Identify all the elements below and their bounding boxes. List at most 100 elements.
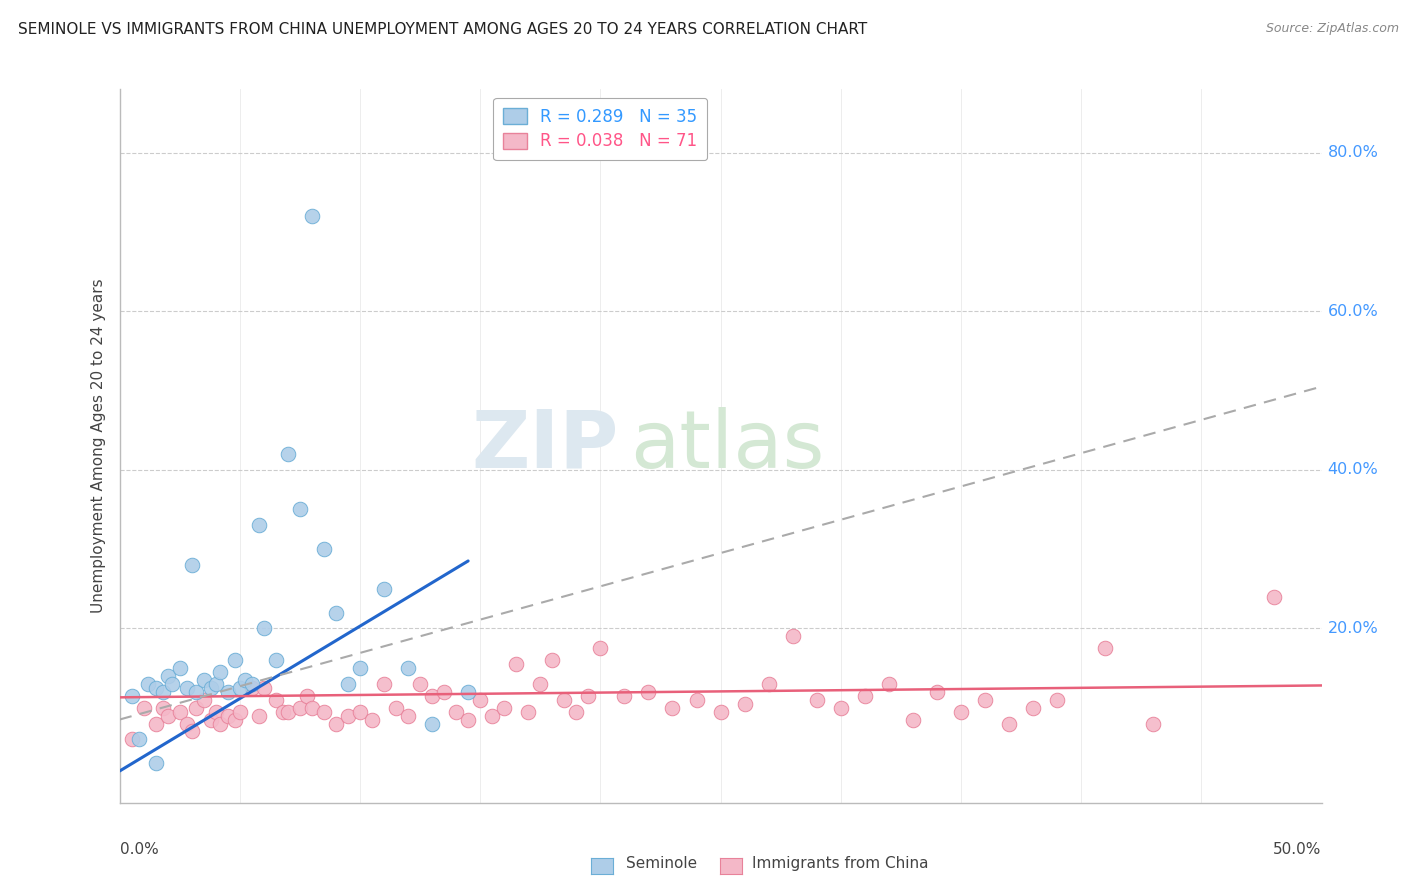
Text: 40.0%: 40.0%	[1327, 462, 1378, 477]
Point	[145, 756, 167, 771]
Point	[288, 700, 311, 714]
Point	[457, 713, 479, 727]
Point	[138, 677, 160, 691]
Point	[685, 692, 707, 706]
Point	[457, 685, 479, 699]
Text: Source: ZipAtlas.com: Source: ZipAtlas.com	[1265, 22, 1399, 36]
Point	[468, 692, 492, 706]
Point	[553, 692, 575, 706]
Point	[253, 621, 276, 635]
Text: ZIP: ZIP	[471, 407, 619, 485]
Point	[224, 713, 246, 727]
Point	[312, 542, 335, 557]
Point	[361, 713, 384, 727]
Point	[288, 502, 311, 516]
Point	[200, 713, 222, 727]
Point	[1142, 716, 1164, 731]
Point	[325, 716, 347, 731]
Y-axis label: Unemployment Among Ages 20 to 24 years: Unemployment Among Ages 20 to 24 years	[90, 278, 105, 614]
Point	[186, 685, 208, 699]
Point	[228, 681, 252, 695]
Point	[228, 705, 252, 719]
Point	[637, 685, 659, 699]
Point	[974, 692, 997, 706]
Point	[247, 518, 270, 533]
Point	[145, 716, 167, 731]
Point	[145, 681, 167, 695]
Point	[444, 705, 467, 719]
Point	[301, 700, 323, 714]
Point	[204, 677, 226, 691]
Point	[121, 732, 143, 747]
Text: Immigrants from China: Immigrants from China	[752, 856, 929, 871]
Point	[1263, 590, 1285, 604]
Point	[529, 677, 551, 691]
Point	[121, 689, 143, 703]
Point	[204, 705, 226, 719]
Point	[1046, 692, 1069, 706]
Point	[209, 716, 232, 731]
Point	[541, 653, 564, 667]
Point	[420, 716, 443, 731]
Legend: R = 0.289   N = 35, R = 0.038   N = 71: R = 0.289 N = 35, R = 0.038 N = 71	[494, 97, 707, 161]
Point	[576, 689, 599, 703]
Point	[782, 629, 804, 643]
Text: 20.0%: 20.0%	[1327, 621, 1378, 636]
Point	[193, 692, 215, 706]
Point	[264, 653, 287, 667]
Point	[806, 692, 828, 706]
Point	[200, 681, 222, 695]
Point	[396, 661, 419, 675]
Point	[152, 700, 174, 714]
Point	[396, 708, 419, 723]
Text: SEMINOLE VS IMMIGRANTS FROM CHINA UNEMPLOYMENT AMONG AGES 20 TO 24 YEARS CORRELA: SEMINOLE VS IMMIGRANTS FROM CHINA UNEMPL…	[18, 22, 868, 37]
Point	[217, 685, 239, 699]
Text: Seminole: Seminole	[626, 856, 697, 871]
Point	[517, 705, 540, 719]
Point	[156, 669, 179, 683]
Point	[233, 673, 256, 687]
Point	[949, 705, 972, 719]
Text: 0.0%: 0.0%	[120, 842, 159, 857]
Point	[758, 677, 780, 691]
Point	[180, 558, 202, 572]
Point	[209, 665, 232, 679]
Point	[925, 685, 948, 699]
Point	[312, 705, 335, 719]
Point	[247, 708, 270, 723]
Point	[998, 716, 1021, 731]
Point	[217, 708, 239, 723]
Point	[589, 641, 612, 656]
Point	[613, 689, 636, 703]
Text: atlas: atlas	[630, 407, 825, 485]
Point	[264, 692, 287, 706]
Point	[901, 713, 924, 727]
Point	[186, 700, 208, 714]
Point	[176, 716, 198, 731]
Text: 50.0%: 50.0%	[1274, 842, 1322, 857]
Point	[295, 689, 318, 703]
Point	[253, 681, 276, 695]
Point	[505, 657, 527, 671]
Point	[420, 689, 443, 703]
Point	[709, 705, 731, 719]
Point	[169, 661, 191, 675]
Point	[132, 700, 155, 714]
Point	[1094, 641, 1116, 656]
Point	[240, 681, 263, 695]
Point	[240, 677, 263, 691]
Point	[409, 677, 432, 691]
Point	[180, 724, 202, 739]
Point	[152, 685, 174, 699]
Point	[373, 582, 395, 596]
Text: 60.0%: 60.0%	[1327, 303, 1378, 318]
Point	[565, 705, 588, 719]
Point	[385, 700, 408, 714]
Point	[853, 689, 876, 703]
Point	[433, 685, 456, 699]
Point	[661, 700, 683, 714]
Point	[336, 677, 359, 691]
Point	[336, 708, 359, 723]
Point	[193, 673, 215, 687]
Point	[481, 708, 503, 723]
